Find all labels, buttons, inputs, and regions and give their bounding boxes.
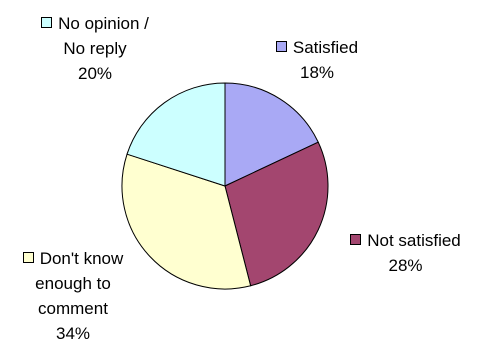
- slice-label-satisfied: Satisfied 18%: [262, 35, 372, 85]
- slice-value-no-opinion: 20%: [77, 64, 113, 83]
- slice-label-not-satisfied: Not satisfied 28%: [338, 228, 473, 278]
- slice-value-not-satisfied: 28%: [388, 256, 423, 275]
- slice-value-dont-know: 34%: [55, 324, 91, 343]
- legend-swatch-not-satisfied: [350, 234, 362, 245]
- pie-slice-dont-know: [121, 153, 252, 290]
- pie-slice-not-satisfied: [224, 141, 329, 287]
- slice-label-no-opinion: No opinion / No reply 20%: [30, 11, 160, 86]
- slice-label-dont-know: Don't know enough to comment 34%: [8, 246, 138, 346]
- legend-swatch-satisfied: [275, 41, 287, 52]
- legend-swatch-dont-know: [22, 252, 34, 263]
- legend-swatch-no-opinion: [41, 17, 53, 28]
- pie-slice-satisfied: [224, 82, 319, 187]
- slice-value-satisfied: 18%: [299, 63, 335, 82]
- pie-slice-no-opinion: [126, 82, 226, 187]
